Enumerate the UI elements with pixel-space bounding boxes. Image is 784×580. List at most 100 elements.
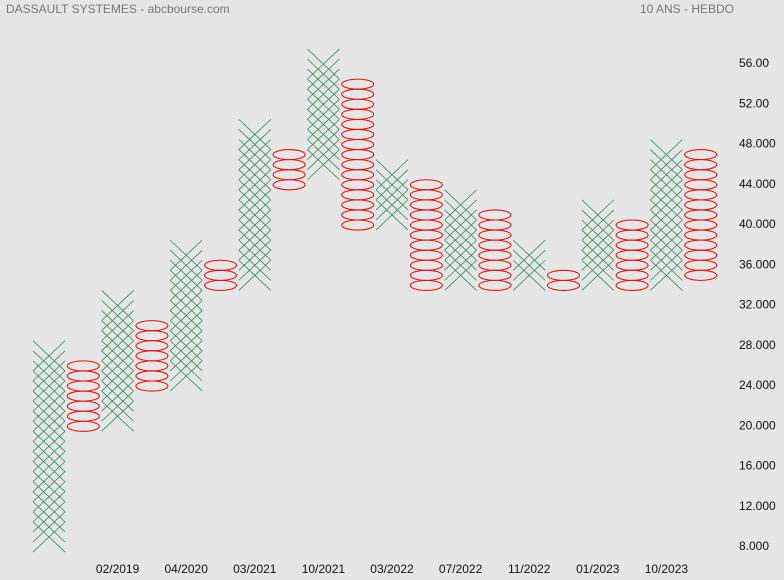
x-tick-label: 01/2023 xyxy=(576,562,620,576)
x-box xyxy=(307,58,340,90)
o-column xyxy=(203,259,238,291)
x-box xyxy=(444,189,477,221)
x-column xyxy=(444,189,477,291)
x-box xyxy=(238,119,272,150)
o-box xyxy=(341,169,375,181)
o-box xyxy=(409,199,443,211)
o-box xyxy=(615,259,649,271)
o-box xyxy=(135,340,169,352)
x-box xyxy=(512,249,546,281)
o-box xyxy=(135,370,169,382)
x-box xyxy=(581,209,615,241)
x-box xyxy=(375,169,409,201)
o-box xyxy=(684,269,718,281)
o-box xyxy=(341,138,375,151)
o-box xyxy=(341,118,375,130)
o-box xyxy=(409,279,443,291)
o-box xyxy=(615,279,649,291)
o-box xyxy=(478,259,512,271)
x-box xyxy=(650,149,683,181)
o-column xyxy=(546,269,581,291)
o-box xyxy=(341,209,375,221)
o-box xyxy=(272,179,306,191)
x-column xyxy=(375,159,409,231)
x-box xyxy=(375,159,409,191)
x-tick-label: 10/2021 xyxy=(302,562,346,576)
o-box xyxy=(615,219,649,231)
o-box xyxy=(409,209,443,221)
o-box xyxy=(478,239,512,251)
x-column xyxy=(32,340,66,553)
o-box xyxy=(684,199,718,211)
o-box xyxy=(478,229,512,241)
y-tick-label: 8.000 xyxy=(739,539,769,553)
x-box xyxy=(101,290,134,321)
x-box xyxy=(32,340,66,372)
o-box xyxy=(135,380,169,392)
o-box xyxy=(341,159,375,171)
x-box xyxy=(307,48,340,80)
o-box xyxy=(615,269,649,281)
o-box xyxy=(409,249,443,261)
o-column xyxy=(272,149,306,191)
y-tick-label: 24.000 xyxy=(739,378,776,392)
x-box xyxy=(650,139,683,170)
x-tick-label: 03/2021 xyxy=(233,562,277,576)
o-column xyxy=(684,149,718,281)
x-box xyxy=(101,300,134,331)
o-box xyxy=(66,410,100,422)
o-box xyxy=(684,239,718,251)
x-box xyxy=(169,249,203,281)
x-column xyxy=(101,290,134,432)
y-tick-label: 32.000 xyxy=(739,298,776,312)
o-box xyxy=(341,219,375,231)
o-box xyxy=(409,219,443,231)
x-column xyxy=(169,239,203,392)
x-box xyxy=(444,199,477,231)
o-box xyxy=(272,169,306,181)
y-tick-label: 16.000 xyxy=(739,459,776,473)
o-box xyxy=(341,88,375,100)
o-box xyxy=(684,219,718,231)
y-tick-label: 12.000 xyxy=(739,499,776,513)
x-column xyxy=(238,119,272,291)
o-box xyxy=(478,209,512,221)
o-column xyxy=(409,179,443,291)
o-box xyxy=(615,229,649,241)
o-box xyxy=(684,159,718,171)
o-box xyxy=(272,159,306,171)
o-box xyxy=(684,229,718,241)
y-tick-label: 56.00 xyxy=(739,56,769,70)
o-box xyxy=(409,269,443,281)
o-box xyxy=(135,320,169,332)
o-box xyxy=(409,239,443,251)
y-tick-label: 36.000 xyxy=(739,257,776,271)
o-box xyxy=(684,179,718,191)
o-box xyxy=(66,390,100,402)
o-column xyxy=(341,78,375,231)
o-box xyxy=(203,259,238,271)
o-column xyxy=(478,209,512,291)
x-box xyxy=(32,350,66,382)
o-box xyxy=(546,269,581,281)
x-tick-label: 07/2022 xyxy=(439,562,483,576)
o-box xyxy=(478,249,512,261)
x-tick-label: 10/2023 xyxy=(645,562,689,576)
o-box xyxy=(341,179,375,191)
o-box xyxy=(135,350,169,362)
y-tick-label: 48.000 xyxy=(739,137,776,151)
chart-title: DASSAULT SYSTEMES - abcbourse.com xyxy=(6,2,230,16)
o-box xyxy=(341,189,375,201)
o-box xyxy=(409,229,443,241)
o-box xyxy=(684,169,718,181)
o-box xyxy=(341,199,375,211)
o-box xyxy=(135,330,169,342)
chart-subtitle: 10 ANS - HEBDO xyxy=(640,2,734,16)
o-box xyxy=(684,189,718,201)
y-tick-label: 52.00 xyxy=(739,96,769,110)
o-box xyxy=(615,249,649,261)
o-box xyxy=(409,259,443,271)
o-box xyxy=(684,259,718,271)
o-box xyxy=(341,128,375,141)
